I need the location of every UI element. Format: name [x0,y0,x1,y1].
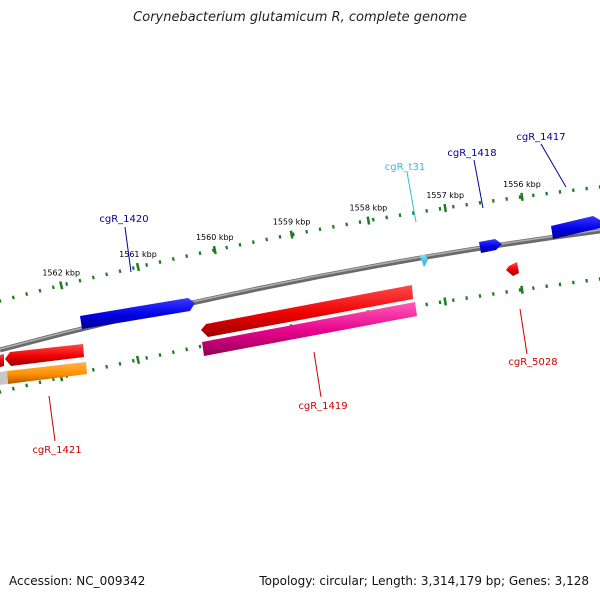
scale-dot [25,383,29,388]
scale-dot [145,355,149,360]
scale-dot [171,350,175,355]
scale-dot [331,224,335,229]
scale-dot [438,206,442,211]
major-tick [520,285,524,294]
scale-dot [25,292,29,297]
scale-dot [105,364,109,369]
feature-cgR_1418-arrow[interactable] [479,239,502,253]
scale-dot [145,263,149,267]
label-cgR_1418[interactable]: cgR_1418 [447,148,496,159]
scale-tick-labels: 1556 kbp 1557 kbp 1558 kbp 1559 kbp 1560 kbp… [42,180,541,277]
scale-dot [171,257,175,261]
scale-dot [398,213,402,218]
major-tick [443,297,448,306]
label-cgR_t31[interactable]: cgR_t31 [385,162,425,173]
scale-dot [411,211,415,215]
scale-dot [211,248,215,253]
accession-text: Accession: NC_009342 [9,574,146,588]
feature-cgR_1419-band [202,302,417,356]
scale-dot [451,298,455,303]
scale-dot [118,361,122,366]
feature-cgR_1420-arrow[interactable] [80,298,195,329]
scale-dot [518,288,522,292]
scale-dot [265,237,269,242]
scale-dot [185,347,189,352]
scale-dot [238,242,242,247]
feature-cgR_1417-arrow[interactable] [551,216,600,239]
scale-dot [158,260,162,264]
scale-dot [371,217,375,222]
label-cgR_1420[interactable]: cgR_1420 [99,214,148,225]
feature-cgR_1421-band [0,362,87,385]
scale-dot [318,227,322,232]
tick-label: 1557 kbp [426,191,464,200]
scale-dot [51,285,55,290]
label-cgR_1421[interactable]: cgR_1421 [32,445,81,456]
scale-dot [251,240,255,245]
major-tick [520,192,524,201]
scale-dot [131,266,135,271]
tick-label: 1556 kbp [503,180,541,189]
scale-dot [505,290,509,294]
tick-label: 1558 kbp [350,204,388,213]
tick-label: 1562 kbp [42,268,80,277]
scale-dot [305,229,309,234]
scale-dot [425,208,429,213]
label-cgR_5028[interactable]: cgR_5028 [508,357,557,368]
label-cgR_1417[interactable]: cgR_1417 [516,132,565,143]
feature-cgR_1421-arrow[interactable] [0,344,84,367]
scale-dot [131,358,135,363]
scale-dot [38,288,42,293]
label-cgR_1419[interactable]: cgR_1419 [298,401,347,412]
scale-dot [425,302,429,307]
scale-dot [465,296,469,300]
scale-dot [38,380,42,385]
tick-label: 1559 kbp [273,218,311,227]
feature-cgR_t31-arrow[interactable] [420,254,428,267]
feature-cgR_1419-arrow[interactable] [201,285,413,337]
scale-dot [278,234,282,239]
scale-dot [91,275,95,280]
scale-dot [345,222,349,227]
tick-label: 1560 kbp [196,233,234,242]
scale-dot [478,294,482,298]
scale-dot [65,282,69,286]
scale-dot [158,353,162,357]
scale-dot [198,344,202,349]
major-tick [135,262,141,272]
scale-dot [465,202,469,207]
scale-dot [11,295,15,300]
scale-dot [491,292,495,296]
major-tick [212,245,217,255]
label-leader-lines [48,143,567,442]
scale-dot [11,386,15,391]
scale-dot [451,204,455,209]
scale-dot [105,272,109,277]
scale-dot [198,251,202,256]
scale-dot [358,220,362,224]
feature-cgR_5028-arrow[interactable] [506,262,519,276]
major-tick [366,216,371,225]
scale-dot [478,200,482,205]
scale-dot [438,300,442,305]
scale-dot [118,269,122,274]
map-title: Corynebacterium glutamicum R, complete g… [133,10,467,25]
major-tick [443,203,448,213]
major-tick [289,230,294,239]
major-tick [59,281,64,290]
scale-dot [385,215,389,220]
scale-dot [291,232,295,237]
scale-dot [91,367,95,372]
scale-dot [78,278,82,283]
scale-dot [185,254,189,259]
major-tick [135,355,141,364]
tick-label: 1561 kbp [119,250,157,259]
genome-summary-text: Topology: circular; Length: 3,314,179 bp… [259,574,589,588]
scale-dot [225,245,229,250]
